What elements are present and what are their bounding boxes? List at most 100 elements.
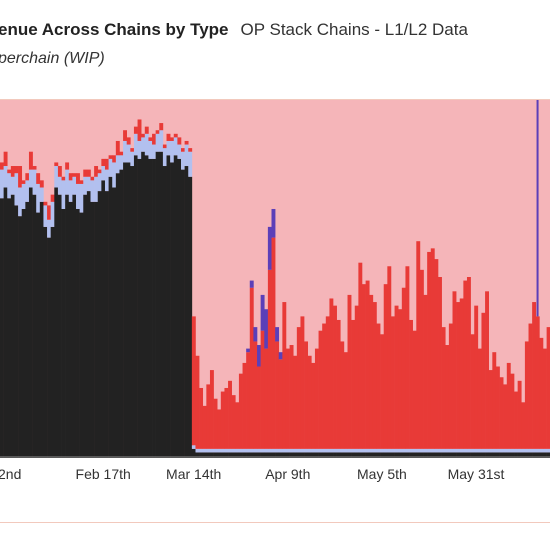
bar-segment — [72, 173, 77, 177]
bar-segment — [166, 133, 171, 141]
bar-segment — [123, 130, 127, 141]
bar-baseline — [398, 456, 403, 458]
bar-segment — [372, 452, 377, 456]
bar-segment — [535, 452, 540, 456]
bar-baseline — [21, 456, 26, 458]
bar-segment — [477, 452, 482, 456]
bar-segment — [524, 448, 529, 453]
bar-baseline — [514, 456, 518, 458]
bar-segment — [54, 162, 59, 167]
data-source-label: OP Stack Chains - L1/L2 Data — [240, 20, 468, 39]
bar-segment — [383, 448, 388, 453]
bar-segment — [296, 452, 301, 456]
bar-segment — [21, 183, 26, 209]
bar-segment — [351, 448, 356, 453]
bar-segment — [524, 341, 529, 449]
bar-segment — [412, 330, 417, 449]
chart-subtitle: perchain (WIP) — [0, 50, 105, 67]
bar-segment — [401, 287, 406, 449]
bar-segment — [278, 452, 283, 456]
bar-segment — [329, 298, 334, 449]
bar-baseline — [307, 456, 312, 458]
bar-segment — [184, 140, 189, 145]
bar-segment — [278, 359, 283, 449]
bar-segment — [372, 448, 377, 453]
bar-baseline — [25, 456, 30, 458]
bar-segment — [242, 452, 247, 456]
bar-segment — [76, 208, 80, 456]
bar-segment — [536, 100, 539, 317]
bar-segment — [365, 280, 370, 449]
bar-segment — [257, 448, 261, 453]
bar-segment — [322, 323, 327, 449]
bar-baseline — [141, 456, 146, 458]
bar-baseline — [181, 456, 185, 458]
bar-segment — [503, 452, 508, 456]
bar-segment — [209, 448, 214, 453]
bar-segment — [307, 452, 312, 456]
bar-segment — [343, 448, 348, 453]
bar-segment — [152, 144, 156, 159]
bar-segment — [173, 155, 178, 456]
bar-segment — [108, 155, 113, 159]
bar-segment — [7, 173, 12, 199]
bar-segment — [322, 452, 327, 456]
bar-segment — [257, 366, 261, 449]
bar-segment — [466, 448, 471, 453]
x-tick-label: 2nd — [0, 466, 22, 482]
bar-segment — [260, 330, 265, 449]
bar-segment — [495, 452, 500, 456]
bar-segment — [57, 194, 62, 456]
bar-segment — [32, 194, 37, 456]
bar-segment — [202, 448, 207, 453]
bar-segment — [535, 316, 540, 449]
bar-segment — [485, 452, 489, 456]
bar-segment — [477, 448, 482, 453]
bar-segment — [275, 452, 280, 456]
bar-segment — [228, 452, 232, 456]
bar-segment — [137, 140, 142, 159]
bar-segment — [217, 452, 222, 456]
bar-segment — [543, 448, 547, 453]
bar-segment — [380, 334, 385, 449]
bar-baseline — [18, 456, 23, 458]
bar-segment — [235, 448, 240, 453]
bar-baseline — [166, 456, 171, 458]
bar-segment — [311, 448, 316, 453]
bar-segment — [452, 291, 457, 449]
bar-baseline — [209, 456, 214, 458]
bar-baseline — [94, 456, 99, 458]
bar-baseline — [329, 456, 334, 458]
bar-baseline — [86, 456, 91, 458]
bar-baseline — [390, 456, 395, 458]
bar-segment — [409, 319, 413, 449]
bar-segment — [423, 452, 428, 456]
bar-segment — [456, 448, 461, 453]
bar-segment — [235, 452, 240, 456]
bar-baseline — [372, 456, 377, 458]
bar-segment — [0, 162, 4, 170]
bar-segment — [72, 194, 77, 456]
bar-segment — [521, 402, 526, 449]
bar-segment — [351, 452, 356, 456]
bar-segment — [492, 448, 497, 453]
bar-segment — [365, 448, 370, 453]
bar-segment — [170, 137, 175, 141]
bar-segment — [532, 452, 537, 456]
bar-segment — [282, 448, 287, 453]
bar-segment — [517, 448, 522, 453]
bar-segment — [296, 327, 301, 449]
bar-segment — [304, 452, 308, 456]
bar-baseline — [325, 456, 330, 458]
bar-segment — [347, 452, 352, 456]
bar-baseline — [148, 456, 153, 458]
bar-segment — [340, 341, 345, 449]
bar-baseline — [481, 456, 486, 458]
bar-baseline — [430, 456, 435, 458]
bar-segment — [162, 166, 167, 456]
bar-segment — [285, 348, 290, 449]
bar-segment — [369, 448, 374, 453]
bar-baseline — [546, 456, 550, 458]
bar-baseline — [57, 456, 62, 458]
bar-segment — [50, 201, 55, 227]
